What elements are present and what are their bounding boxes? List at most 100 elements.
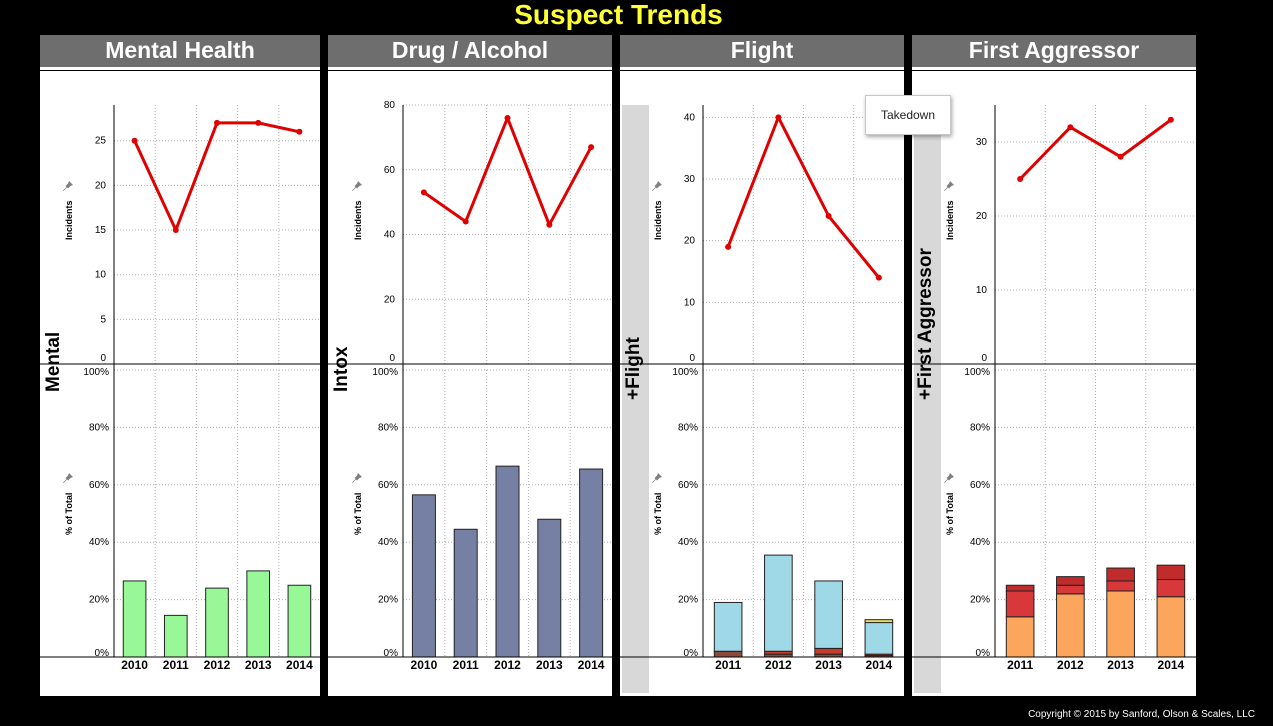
bar[interactable]: [1106, 580, 1135, 592]
bar[interactable]: [246, 570, 271, 658]
data-point[interactable]: [875, 274, 882, 281]
panel-first-aggressor: First Aggressor +First Aggressor Incidents…: [912, 35, 1196, 696]
y-tick-label: 0%: [384, 648, 399, 659]
y-tick-label: 15: [95, 225, 107, 236]
data-point[interactable]: [546, 221, 553, 228]
pin-icon[interactable]: [351, 472, 363, 484]
y-tick-label: 20%: [89, 595, 109, 606]
bar[interactable]: [1056, 576, 1085, 586]
series-line: [423, 116, 593, 227]
y-tick-label: 20%: [678, 595, 698, 606]
data-point[interactable]: [420, 189, 427, 196]
data-point[interactable]: [1017, 176, 1024, 182]
data-point[interactable]: [296, 128, 303, 135]
pin-icon[interactable]: [943, 472, 955, 484]
y-tick-label: 100%: [372, 367, 398, 378]
bar[interactable]: [1106, 590, 1135, 658]
bar[interactable]: [1005, 616, 1035, 658]
bar[interactable]: [1156, 596, 1186, 658]
y-tick-label: 100%: [672, 367, 698, 378]
data-point[interactable]: [1067, 124, 1074, 131]
data-point[interactable]: [504, 114, 511, 121]
data-point[interactable]: [775, 114, 782, 121]
takedown-tooltip: Takedown: [865, 95, 951, 135]
bar[interactable]: [537, 518, 562, 658]
y-tick-label: 30: [976, 137, 988, 148]
x-tick-label: 2014: [578, 658, 605, 672]
data-point[interactable]: [131, 137, 138, 144]
bar[interactable]: [205, 587, 229, 658]
y-tick-label: 10: [684, 297, 696, 308]
bar[interactable]: [1005, 590, 1035, 618]
pin-icon[interactable]: [62, 472, 74, 484]
y-tick-label: 60%: [89, 480, 109, 491]
y-tick-label: 60%: [678, 480, 698, 491]
bar[interactable]: [713, 650, 743, 658]
chart-flight: 0 10 20 30 40 0% 20% 40% 60% 80% 100% 2011 2012 2013 2…: [620, 105, 904, 672]
bar[interactable]: [1156, 579, 1186, 598]
x-tick-label: 2013: [245, 658, 272, 672]
y-tick-label: 20: [95, 180, 107, 191]
data-point[interactable]: [1167, 116, 1174, 123]
y-tick-label: 20%: [970, 595, 990, 606]
pin-icon[interactable]: [351, 180, 363, 192]
y-tick-label: 0: [981, 353, 987, 364]
pin-icon[interactable]: [651, 180, 663, 192]
bar[interactable]: [814, 580, 843, 649]
y-tick-label: 10: [976, 285, 988, 296]
side-band: [622, 105, 649, 693]
panel-flight: Flight +Flight Incidents% of Total 0 10 20 30 4…: [620, 35, 904, 696]
data-point[interactable]: [725, 243, 732, 250]
y-tick-label: 80%: [678, 422, 698, 433]
x-tick-label: 2012: [1057, 658, 1084, 672]
bar[interactable]: [163, 614, 188, 658]
x-tick-label: 2014: [286, 658, 313, 672]
bar[interactable]: [764, 554, 793, 652]
data-point[interactable]: [172, 227, 179, 234]
data-point[interactable]: [214, 119, 220, 126]
y-tick-label: 0: [389, 353, 395, 364]
y-tick-label: 40%: [970, 537, 990, 548]
bar[interactable]: [1106, 567, 1135, 582]
pin-icon[interactable]: [62, 180, 74, 192]
bar[interactable]: [864, 619, 894, 624]
x-tick-label: 2011: [1007, 658, 1033, 672]
bar[interactable]: [713, 601, 743, 652]
bar[interactable]: [411, 494, 436, 658]
y-tick-label: 20: [976, 211, 988, 222]
data-point[interactable]: [825, 213, 832, 219]
data-point[interactable]: [1117, 153, 1124, 160]
bar[interactable]: [864, 622, 894, 655]
bar[interactable]: [579, 468, 604, 658]
bar[interactable]: [1056, 584, 1085, 595]
bar[interactable]: [1056, 593, 1085, 658]
x-tick-label: 2010: [411, 658, 438, 672]
pin-icon[interactable]: [651, 472, 663, 484]
series-line: [726, 115, 881, 279]
bar[interactable]: [287, 584, 312, 658]
bar[interactable]: [814, 647, 843, 655]
y-tick-label: 0%: [684, 648, 699, 659]
bar[interactable]: [495, 465, 520, 658]
data-point[interactable]: [462, 218, 469, 225]
x-tick-label: 2012: [494, 658, 521, 672]
y-tick-label: 0: [100, 353, 106, 364]
x-tick-label: 2013: [1107, 658, 1134, 672]
y-tick-label: 0%: [976, 648, 991, 659]
panel-header-flight: Flight: [620, 35, 904, 71]
y-tick-label: 40%: [378, 537, 398, 548]
bar[interactable]: [453, 528, 478, 658]
y-tick-label: 40%: [89, 537, 109, 548]
bar[interactable]: [1156, 564, 1186, 581]
data-point[interactable]: [588, 144, 595, 151]
pin-icon[interactable]: [943, 180, 955, 192]
y-tick-label: 20: [684, 236, 696, 247]
side-band: [914, 105, 941, 693]
data-point[interactable]: [255, 119, 262, 126]
chart-first-aggressor: 0 10 20 30 0% 20% 40% 60% 80% 100% 2011 2012 2013 201…: [912, 105, 1196, 672]
y-tick-label: 80: [384, 100, 396, 111]
x-tick-label: 2011: [163, 658, 189, 672]
bar[interactable]: [1005, 584, 1035, 592]
y-tick-label: 60: [384, 165, 396, 176]
bar[interactable]: [122, 580, 147, 658]
